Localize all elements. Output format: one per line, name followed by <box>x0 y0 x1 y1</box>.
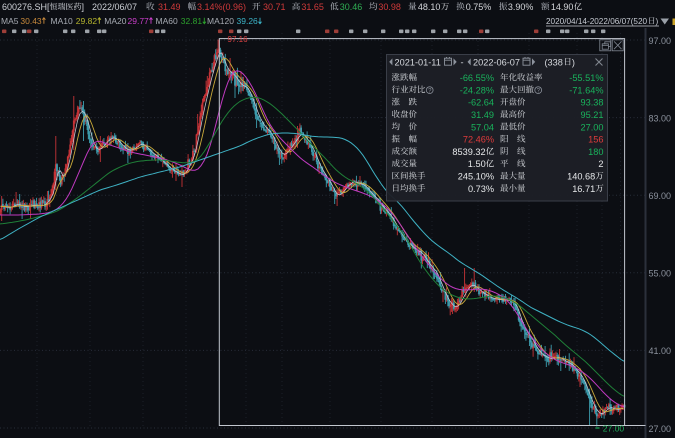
svg-text:0.75%: 0.75% <box>466 2 492 12</box>
svg-text:-71.64%: -71.64% <box>569 85 603 95</box>
svg-text:140.68: 140.68 <box>567 172 595 182</box>
svg-text:-24.28%: -24.28% <box>460 85 494 95</box>
svg-text:27.00: 27.00 <box>581 122 604 132</box>
svg-text:-66.55%: -66.55% <box>460 73 494 83</box>
svg-text:95.21: 95.21 <box>581 110 604 120</box>
svg-text:31.49: 31.49 <box>471 110 494 120</box>
svg-text:MA10: MA10 <box>51 16 73 26</box>
svg-text:32.81: 32.81 <box>181 16 203 26</box>
svg-text:97.16: 97.16 <box>228 35 249 44</box>
svg-text:57.04: 57.04 <box>471 122 494 132</box>
svg-text:31.65: 31.65 <box>301 2 324 12</box>
svg-text:MA5: MA5 <box>1 16 19 26</box>
svg-text:69.00: 69.00 <box>649 191 672 201</box>
svg-text:-: - <box>461 57 464 67</box>
svg-text:27.00: 27.00 <box>649 424 672 434</box>
svg-text:2021-01-11: 2021-01-11 <box>395 57 441 67</box>
svg-text:180: 180 <box>588 147 603 157</box>
svg-text:29.82: 29.82 <box>76 16 98 26</box>
svg-text:2: 2 <box>598 159 603 169</box>
svg-text:31.49: 31.49 <box>158 2 181 12</box>
svg-text:30.71: 30.71 <box>263 2 286 12</box>
svg-text:]: ] <box>82 2 85 12</box>
svg-text:MA60: MA60 <box>156 16 178 26</box>
svg-text:83.00: 83.00 <box>649 113 672 123</box>
svg-text:1.50: 1.50 <box>468 159 486 169</box>
svg-text:16.71: 16.71 <box>572 184 595 194</box>
svg-text:30.98: 30.98 <box>378 2 401 12</box>
svg-text:29.77: 29.77 <box>128 16 150 26</box>
svg-text:-55.51%: -55.51% <box>569 73 603 83</box>
svg-text:30.46: 30.46 <box>340 2 363 12</box>
svg-text:2022-06-07: 2022-06-07 <box>473 57 520 67</box>
svg-text:?: ? <box>537 89 541 95</box>
svg-text:2022/06/07: 2022/06/07 <box>92 2 137 12</box>
svg-text:): ) <box>572 57 575 67</box>
svg-text:600276.SH[: 600276.SH[ <box>2 2 50 12</box>
svg-text:?: ? <box>428 89 432 95</box>
svg-text:(338: (338 <box>545 57 563 67</box>
svg-text:55.00: 55.00 <box>649 269 672 279</box>
svg-text:39.26: 39.26 <box>237 16 259 26</box>
svg-text:-62.64: -62.64 <box>468 98 494 108</box>
svg-text:245.10%: 245.10% <box>458 172 494 182</box>
svg-text:41.00: 41.00 <box>649 346 672 356</box>
svg-text:48.10: 48.10 <box>418 2 441 12</box>
svg-text:): ) <box>656 17 659 26</box>
svg-text:30.43: 30.43 <box>20 16 42 26</box>
svg-text:97.00: 97.00 <box>649 36 672 46</box>
svg-text:72.46%: 72.46% <box>463 135 494 145</box>
svg-text:8539.32: 8539.32 <box>452 147 485 157</box>
svg-text:3.14%(0.96): 3.14%(0.96) <box>197 2 246 12</box>
svg-text:MA120: MA120 <box>207 16 234 26</box>
svg-text:2020/04/14-2022/06/07(520: 2020/04/14-2022/06/07(520 <box>546 17 648 26</box>
svg-text:3.90%: 3.90% <box>508 2 534 12</box>
svg-text:156: 156 <box>588 135 603 145</box>
svg-text:0.73%: 0.73% <box>468 184 494 194</box>
svg-text:MA20: MA20 <box>104 16 126 26</box>
svg-text:93.38: 93.38 <box>581 98 604 108</box>
svg-text:14.90: 14.90 <box>551 2 574 12</box>
svg-text:27.00: 27.00 <box>603 424 625 434</box>
